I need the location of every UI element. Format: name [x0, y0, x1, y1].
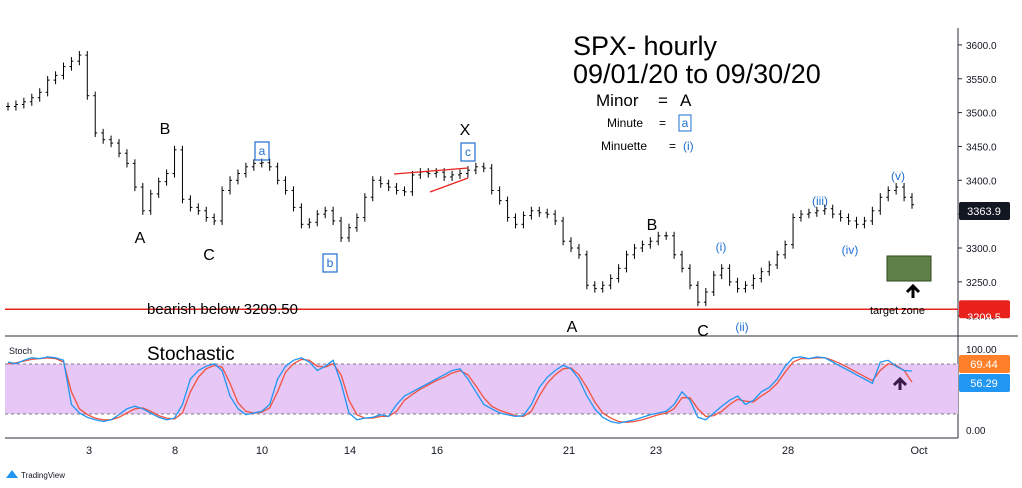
stoch-arrow-icon: [892, 376, 908, 390]
wave-label: B: [647, 217, 658, 234]
time-tick-label: 14: [344, 445, 356, 457]
target-arrow-icon: [905, 283, 921, 298]
last-price-value: 3363.9: [967, 206, 1001, 218]
wave-label: a: [259, 144, 266, 158]
stoch-d-badge: [959, 374, 1010, 392]
legend-minute-eq: =: [659, 116, 666, 130]
price-tick-label: 3250.0: [966, 278, 997, 289]
watermark-text[interactable]: TradingView: [21, 471, 65, 480]
legend-minuette-value: (i): [683, 139, 694, 153]
price-tick-label: 3400.0: [966, 176, 997, 187]
legend-minute-label: Minute: [607, 116, 643, 130]
wave-label: (ii): [735, 320, 748, 334]
wave-label-box: [460, 142, 476, 162]
target-zone-label: target zone: [870, 305, 925, 317]
legend-minute-box: [678, 114, 692, 132]
legend-minor-label: Minor: [596, 91, 639, 110]
wave-label-box: [254, 141, 270, 161]
wave-label: (i): [716, 240, 727, 254]
price-tick-label: 3550.0: [966, 75, 997, 86]
price-tick-label: 3450.0: [966, 142, 997, 153]
last-price-badge: [959, 202, 1010, 220]
stoch-k-line: [7, 356, 913, 424]
wave-label: (iv): [842, 243, 859, 257]
stoch-tick-100: 100.00: [966, 345, 997, 356]
legend-minute-value: a: [682, 116, 689, 130]
wave-label: (iii): [812, 194, 828, 208]
wave-label: C: [203, 247, 215, 264]
wave-label: B: [160, 121, 171, 138]
stoch-tick-0: 0.00: [966, 426, 986, 437]
wave-label: (v): [891, 169, 905, 183]
time-axis: 3 8 10 14 16 21 23 28 Oct: [86, 445, 928, 457]
triangle-lower-line: [429, 177, 469, 193]
stoch-band: [5, 364, 958, 414]
wave-label: A: [567, 319, 578, 336]
tradingview-logo-icon: [6, 470, 18, 478]
wave-label: C: [697, 323, 709, 340]
stochastic-title: Stochastic: [147, 344, 235, 365]
time-tick-label: 28: [782, 445, 794, 457]
time-tick-label: 3: [86, 445, 92, 457]
support-price-badge: [959, 300, 1010, 319]
legend-minor-eq: =: [658, 91, 668, 110]
legend-minor-value: A: [680, 91, 692, 110]
price-tick-label: 3600.0: [966, 41, 997, 52]
target-zone-box: [886, 255, 932, 282]
time-tick-label: 8: [172, 445, 178, 457]
support-price-value: 3209.5: [967, 312, 1001, 324]
wave-label: X: [460, 122, 471, 139]
stoch-pane-label: Stoch: [9, 346, 32, 356]
price-tick-label: 3500.0: [966, 109, 997, 120]
wave-label: b: [327, 256, 334, 270]
wave-label-box: [322, 253, 338, 273]
time-tick-label: 23: [650, 445, 662, 457]
stoch-k-badge: [959, 355, 1010, 373]
stoch-d-line: [7, 357, 913, 424]
stoch-d-value: 56.29: [970, 378, 998, 390]
price-bars: [6, 51, 914, 307]
wave-label: A: [135, 230, 146, 247]
legend-minuette-label: Minuette: [601, 139, 647, 153]
price-axis: 3600.03550.03500.03450.03400.03350.03300…: [958, 41, 997, 323]
time-tick-label: 16: [431, 445, 443, 457]
bearish-annotation: bearish below 3209.50: [147, 301, 298, 318]
chart-title-line1: SPX- hourly: [573, 31, 718, 61]
wave-label: c: [465, 145, 471, 159]
time-tick-label: 10: [256, 445, 268, 457]
triangle-upper-line: [393, 167, 469, 175]
wave-labels: A B Ca b Xc A B C (i) (ii) (iii) (iv) (v): [135, 121, 905, 340]
chart-title-line2: 09/01/20 to 09/30/20: [573, 59, 821, 89]
legend-minuette-eq: =: [669, 139, 676, 153]
time-tick-label: Oct: [910, 445, 927, 457]
stochastic-lines: [7, 356, 913, 424]
stoch-k-value: 69.44: [970, 359, 998, 371]
time-tick-label: 21: [563, 445, 575, 457]
price-tick-label: 3300.0: [966, 244, 997, 255]
